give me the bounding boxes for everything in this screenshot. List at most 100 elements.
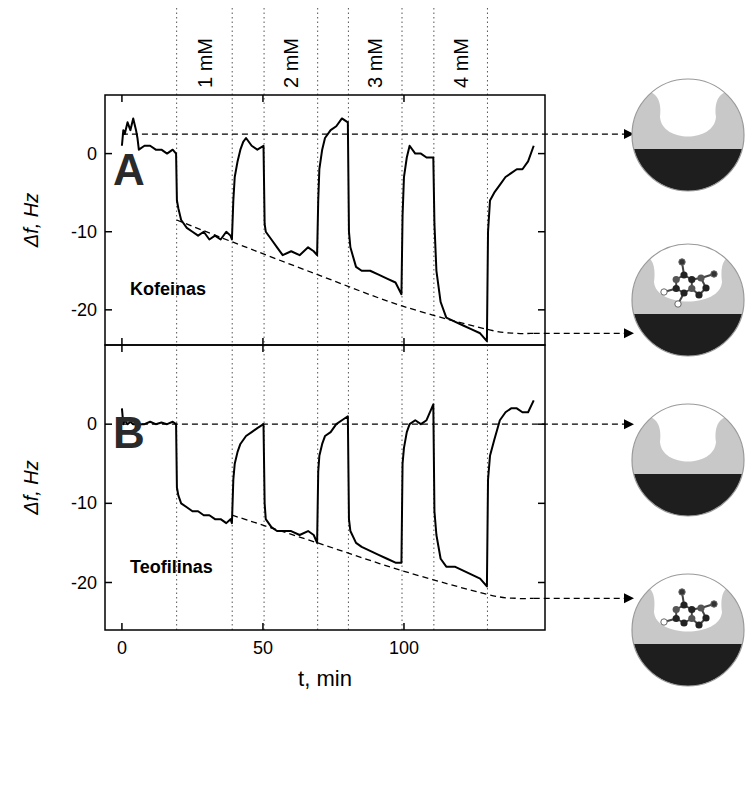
x-axis-title: t, min: [298, 666, 352, 691]
atom: [695, 291, 702, 298]
y-tick: [105, 153, 112, 155]
schematic-outline: [632, 574, 744, 686]
substrate: [632, 644, 744, 700]
baseline: [122, 133, 626, 134]
atom: [680, 271, 687, 278]
y-tick-label: -20: [71, 300, 97, 320]
x-tick-label: 50: [253, 638, 273, 658]
x-tick-label: 0: [117, 638, 127, 658]
concentration-label: 4 mM: [450, 38, 472, 88]
atom: [675, 301, 681, 307]
y-tick: [105, 582, 112, 584]
x-tick: [121, 95, 123, 102]
trend-arrow: [534, 333, 626, 334]
atom: [661, 289, 667, 295]
plot-data: [122, 400, 534, 598]
event-line: [232, 8, 233, 345]
y-tick: [105, 423, 112, 425]
schematic-outline: [632, 404, 744, 516]
atom: [680, 619, 687, 626]
atom: [711, 271, 717, 277]
series-name: Kofeinas: [130, 279, 206, 299]
y-axis-title: Δf, Hz: [20, 460, 42, 516]
atom: [697, 604, 704, 611]
y-tick-label: -10: [71, 493, 97, 513]
schematic: [632, 79, 744, 205]
y-axis-title: Δf, Hz: [20, 193, 42, 249]
atom: [695, 621, 702, 628]
y-tick: [105, 309, 112, 311]
concentration-label: 2 mM: [280, 38, 302, 88]
y-tick: [105, 231, 112, 233]
panel-letter: A: [113, 145, 145, 194]
concentration-label: 1 mM: [194, 38, 216, 88]
baseline: [122, 424, 626, 425]
schematic: [632, 244, 744, 370]
y-tick: [538, 231, 545, 233]
y-tick-label: 0: [87, 414, 97, 434]
substrate: [632, 149, 744, 205]
arrow-head: [624, 419, 634, 429]
substrate: [632, 474, 744, 530]
plot-frame: [105, 95, 545, 345]
arrow-head: [624, 328, 634, 338]
series-name: Teofilinas: [130, 557, 213, 577]
panel-letter: B: [113, 408, 145, 457]
atom: [661, 619, 667, 625]
receptor-cavity: [632, 257, 744, 314]
plot-frame: [105, 345, 545, 630]
panel: -20 -10 0 0 50 100 Teofilinas B Δf, Hz t, min: [20, 345, 744, 700]
atom: [688, 606, 695, 613]
x-tick: [121, 345, 123, 352]
y-tick: [538, 309, 545, 311]
atom: [688, 615, 695, 622]
atom: [697, 274, 704, 281]
series-line: [122, 118, 534, 341]
x-tick: [262, 345, 264, 352]
x-tick: [121, 338, 123, 345]
atom: [673, 606, 680, 613]
x-tick: [403, 95, 405, 102]
y-tick: [538, 582, 545, 584]
y-tick-label: 0: [87, 144, 97, 164]
atom: [673, 615, 680, 622]
atom: [673, 285, 680, 292]
x-tick: [262, 623, 264, 630]
x-tick: [262, 338, 264, 345]
y-tick: [538, 503, 545, 505]
atom: [680, 289, 687, 296]
atom: [688, 285, 695, 292]
atom: [688, 276, 695, 283]
atom: [702, 284, 709, 291]
schematic-outline: [632, 244, 744, 356]
panel: 1 mM 2 mM 3 mM 4 mM -20 -10 0 Kofeinas A Δf, Hz: [20, 8, 744, 370]
schematic-outline: [632, 79, 744, 191]
plot-data: [122, 118, 534, 341]
atom: [711, 601, 717, 607]
series-line: [122, 400, 534, 586]
concentration-label: 3 mM: [364, 38, 386, 88]
atom: [680, 601, 687, 608]
receptor-cavity: [632, 92, 744, 149]
receptor-cavity: [632, 587, 744, 644]
x-tick: [403, 623, 405, 630]
receptor-cavity: [632, 417, 744, 474]
x-tick: [262, 95, 264, 102]
atom: [673, 276, 680, 283]
atom: [679, 259, 685, 265]
schematic: [632, 404, 744, 530]
x-tick: [121, 623, 123, 630]
figure: 1 mM2 mM3 mM4 mM-20-100KofeinasAΔf, Hz-2…: [0, 0, 751, 800]
atom: [679, 589, 685, 595]
x-tick-label: 100: [389, 638, 419, 658]
x-tick: [403, 345, 405, 352]
y-tick: [538, 153, 545, 155]
schematic: [632, 574, 744, 700]
x-tick: [403, 338, 405, 345]
y-tick: [105, 503, 112, 505]
y-tick-label: -20: [71, 573, 97, 593]
substrate: [632, 314, 744, 370]
y-tick-label: -10: [71, 222, 97, 242]
trend-arrow: [534, 598, 626, 599]
arrow-head: [624, 593, 634, 603]
